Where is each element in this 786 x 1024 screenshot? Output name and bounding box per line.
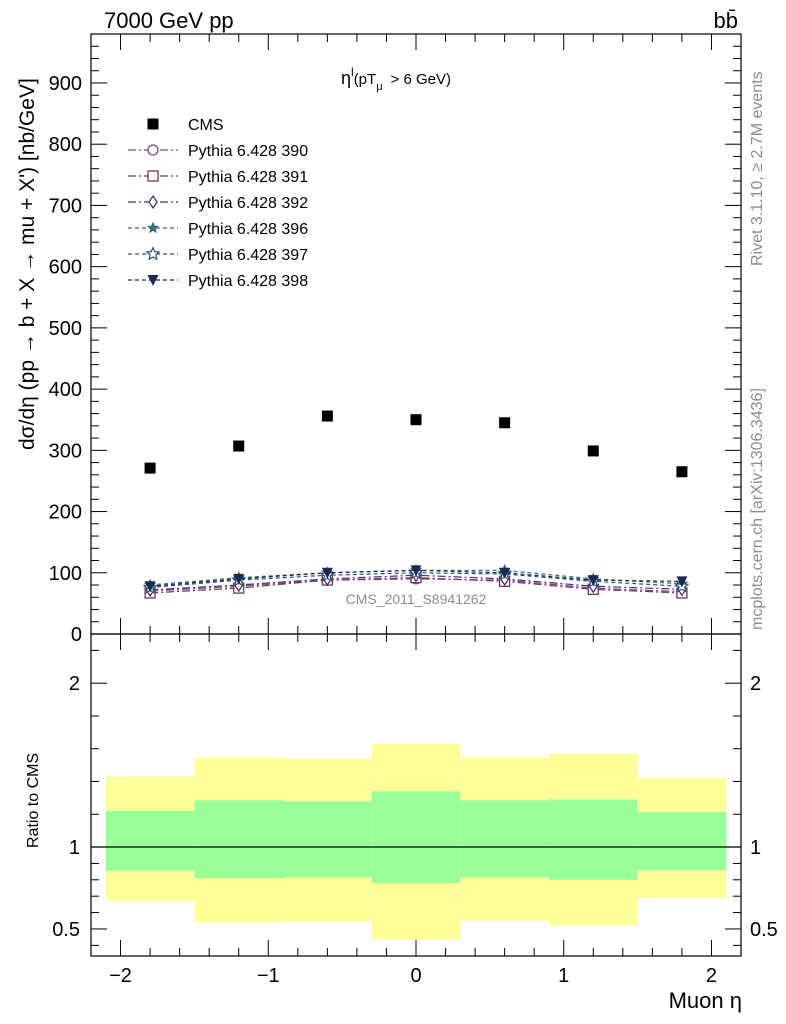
legend-label-0: CMS: [188, 117, 224, 134]
data-point-6-2: [321, 567, 333, 579]
legend-label-3: Pythia 6.428 392: [188, 195, 308, 212]
ratio-inner-band-2: [283, 801, 372, 878]
data-point-0-0: [144, 462, 156, 474]
data-point-6-1: [233, 573, 245, 585]
main-y-tick-label: 800: [49, 134, 82, 156]
data-point-6-6: [676, 576, 688, 588]
legend-marker-2: [147, 170, 159, 182]
ratio-y-tick-label-left: 1: [69, 837, 80, 859]
data-point-0-5: [587, 445, 599, 457]
ratio-y-tick-label-right: 1: [750, 837, 761, 859]
header-right-title: bb̄: [714, 8, 738, 33]
ratio-y-tick-label-right: 0.5: [750, 919, 778, 941]
data-point-0-2: [321, 410, 333, 422]
data-point-6-4: [499, 567, 511, 579]
legend: CMS Pythia 6.428 390 Pythia 6.428 391 Pythi…: [128, 117, 308, 290]
legend-label-4: Pythia 6.428 396: [188, 221, 308, 238]
main-y-tick-label: 900: [49, 73, 82, 95]
legend-marker-1: [147, 144, 159, 156]
main-y-tick-label: 400: [49, 379, 82, 401]
data-point-0-1: [233, 440, 245, 452]
ratio-y-tick-label-left: 2: [69, 673, 80, 695]
legend-marker-3: [148, 194, 158, 210]
legend-label-5: Pythia 6.428 397: [188, 247, 308, 264]
legend-label-1: Pythia 6.428 390: [188, 143, 308, 160]
main-y-tick-label: 500: [49, 318, 82, 340]
legend-label-6: Pythia 6.428 398: [188, 273, 308, 290]
main-y-tick-label: 600: [49, 257, 82, 279]
ratio-y-tick-label-left: 0.5: [52, 919, 80, 941]
rivet-version-label: Rivet 3.1.10, ≥ 2.7M events: [749, 71, 766, 266]
main-y-tick-label: 300: [49, 440, 82, 462]
ratio-y-tick-label-right: 2: [750, 673, 761, 695]
legend-marker-6: [147, 275, 159, 286]
legend-marker-4: [146, 221, 160, 234]
main-y-tick-label: 700: [49, 195, 82, 217]
data-point-6-0: [144, 581, 156, 593]
main-y-axis-label: dσ/dη (pp → b + X → mu + X') [nb/GeV]: [16, 78, 39, 450]
data-point-6-3: [410, 565, 422, 577]
x-tick-label: −1: [257, 965, 280, 987]
legend-marker-5: [145, 245, 161, 261]
main-y-tick-label: 200: [49, 502, 82, 524]
data-point-0-3: [410, 414, 422, 426]
x-tick-label: 0: [410, 965, 421, 987]
x-tick-label: 2: [706, 965, 717, 987]
ratio-inner-band-4: [460, 800, 549, 878]
x-tick-label: −2: [109, 965, 132, 987]
main-plot-title: ηl(pTμ > 6 GeV): [341, 65, 451, 93]
data-point-0-6: [676, 466, 688, 478]
main-y-tick-label: 100: [49, 563, 82, 585]
data-point-6-5: [587, 575, 599, 587]
ratio-inner-band-3: [371, 791, 461, 884]
main-y-tick-label: 0: [71, 624, 82, 646]
ratio-inner-band-5: [548, 799, 638, 880]
ratio-y-axis-label: Ratio to CMS: [25, 753, 42, 848]
main-plot-panel: 0 100 200 300 400 500 600 700 800 900 CMS Pythia 6.…: [49, 33, 742, 646]
legend-marker-0: [147, 118, 159, 130]
legend-label-2: Pythia 6.428 391: [188, 169, 308, 186]
ratio-inner-band-1: [194, 800, 284, 879]
x-tick-label: 1: [558, 965, 569, 987]
ratio-inner-band-0: [105, 810, 195, 871]
x-axis-label: Muon η: [669, 988, 742, 1013]
mcplots-source-label: mcplots.cern.ch [arXiv:1306.3436]: [749, 388, 766, 630]
ratio-inner-band-6: [637, 811, 727, 870]
ratio-plot-panel: −2 −1 0 1 2 0.5 0.5 1 1 2 2: [52, 633, 778, 987]
analysis-watermark: CMS_2011_S8941262: [346, 591, 487, 607]
header-left-title: 7000 GeV pp: [104, 8, 234, 33]
data-point-0-4: [499, 417, 511, 429]
